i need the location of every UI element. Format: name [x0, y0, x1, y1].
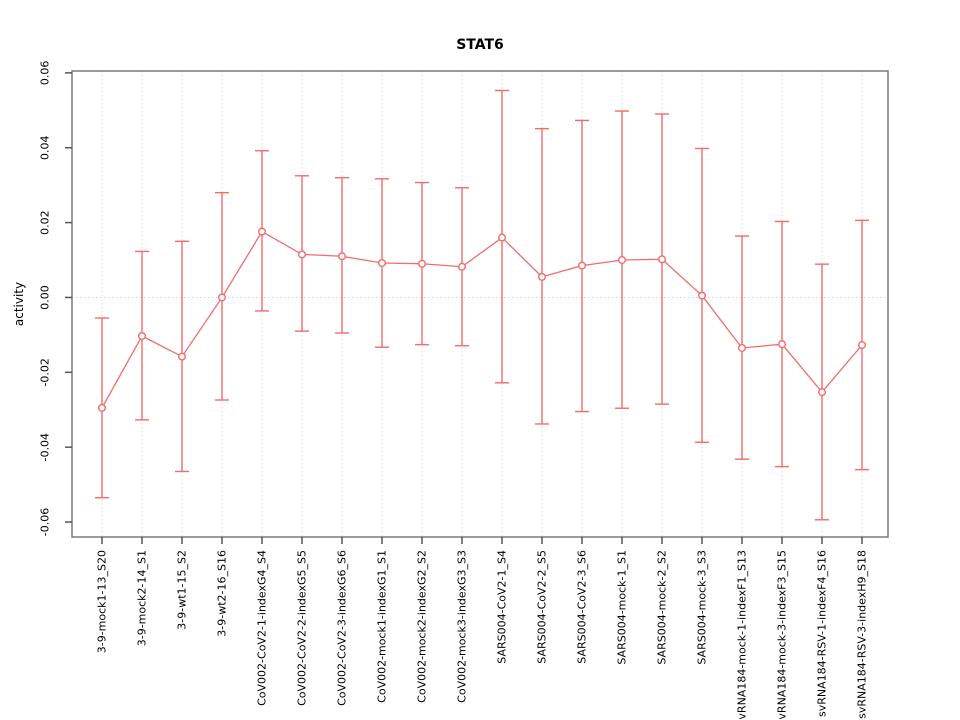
- data-point: [858, 340, 867, 349]
- x-tick-label: 3-9-wt2-16_S16: [216, 550, 229, 637]
- data-point: [177, 352, 186, 361]
- data-point: [658, 255, 667, 264]
- y-tick-label: -0.06: [39, 508, 52, 536]
- y-axis-label: activity: [12, 282, 26, 326]
- data-series-layer: [95, 89, 869, 521]
- data-point: [738, 343, 747, 352]
- x-tick-label: SARS004-CoV2-2_S5: [536, 550, 549, 664]
- y-tick-label: -0.04: [39, 433, 52, 461]
- x-tick-label: svRNA184-mock-1-indexF1_S13: [736, 550, 749, 720]
- data-point: [258, 227, 267, 236]
- x-tick-label: CoV002-CoV2-2-indexG5_S5: [296, 550, 309, 706]
- data-point: [618, 256, 627, 265]
- x-tick-label: SARS004-mock-2_S2: [656, 550, 669, 665]
- x-tick-label: CoV002-CoV2-3-indexG6_S6: [336, 550, 349, 706]
- y-tick-label: -0.02: [39, 358, 52, 386]
- data-point: [778, 340, 787, 349]
- x-tick-label: SARS004-mock-1_S1: [616, 550, 629, 665]
- data-point: [378, 259, 387, 268]
- x-tick-label: 3-9-mock2-14_S1: [136, 550, 149, 646]
- data-point: [498, 233, 507, 242]
- x-tick-label: CoV002-CoV2-1-indexG4_S4: [256, 550, 269, 706]
- x-tick-label: SARS004-CoV2-1_S4: [496, 550, 509, 664]
- x-tick-label: svRNA184-mock-3-indexF3_S15: [776, 550, 789, 720]
- chart-title: STAT6: [456, 37, 504, 53]
- data-point: [538, 272, 547, 281]
- grid-layer: [72, 71, 888, 537]
- y-tick-label: 0.00: [39, 285, 52, 310]
- x-tick-label: svRNA184-RSV-3-indexH9_S18: [856, 550, 869, 719]
- data-point: [338, 252, 347, 261]
- data-point: [458, 262, 467, 271]
- axis-layer: -0.06 -0.04 -0.02 0.00 0.02 0.04 0.06 3-9-mock1…: [39, 61, 889, 720]
- y-tick-label: 0.02: [39, 210, 52, 235]
- data-point: [137, 332, 146, 341]
- data-point: [698, 291, 707, 300]
- y-tick-label: 0.06: [39, 61, 52, 86]
- x-tick-label: svRNA184-RSV-1-indexF4_S16: [816, 550, 829, 717]
- data-point: [217, 293, 226, 302]
- x-tick-label: 3-9-wt1-15_S2: [176, 550, 189, 630]
- y-tick-label: 0.04: [39, 135, 52, 160]
- x-tick-label: CoV002-mock3-indexG3_S3: [456, 550, 469, 703]
- data-point: [818, 388, 827, 397]
- data-point: [298, 250, 307, 259]
- x-tick-label: SARS004-CoV2-3_S6: [576, 550, 589, 664]
- x-tick-label: CoV002-mock2-indexG2_S2: [416, 550, 429, 703]
- series-line: [101, 230, 863, 409]
- x-tick-label: CoV002-mock1-indexG1_S1: [376, 550, 389, 703]
- x-tick-label: SARS004-mock-3_S3: [696, 550, 709, 665]
- data-point: [418, 259, 427, 268]
- data-point: [578, 261, 587, 270]
- data-point: [97, 403, 106, 412]
- plot-box: [71, 70, 889, 538]
- x-tick-label: 3-9-mock1-13_S20: [96, 550, 109, 653]
